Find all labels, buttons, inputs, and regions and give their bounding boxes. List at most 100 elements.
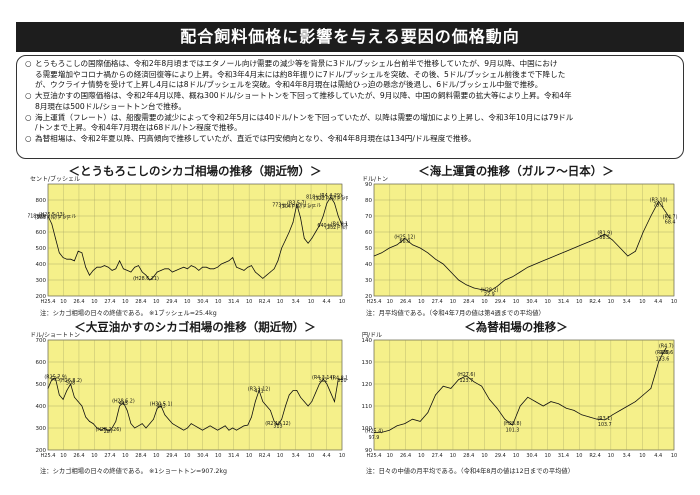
data-point	[341, 225, 343, 226]
data-point	[149, 423, 151, 424]
data-point	[307, 405, 309, 407]
data-point	[465, 375, 467, 377]
data-point	[111, 270, 113, 271]
data-point	[296, 203, 298, 205]
page-title: 配合飼料価格に影響を与える要因の価格動向	[16, 22, 684, 52]
data-point	[209, 425, 211, 427]
data-point	[442, 385, 444, 387]
data-point	[573, 247, 575, 249]
freight-unit: ドル/トン	[362, 176, 389, 183]
data-point	[519, 405, 521, 407]
data-point	[51, 223, 53, 225]
data-point	[145, 427, 147, 429]
data-point	[243, 425, 245, 427]
data-point	[277, 260, 279, 262]
annotation-label: 415	[119, 401, 128, 407]
annotation-label: (H28.2)	[480, 287, 498, 293]
x-tick-label: 30.4	[197, 453, 208, 459]
data-point	[262, 278, 264, 279]
data-point	[542, 405, 544, 407]
data-point	[627, 405, 629, 407]
data-point	[100, 266, 102, 268]
annotation-label: (H25.4)	[365, 429, 383, 435]
data-point	[92, 423, 94, 424]
data-point	[111, 427, 113, 429]
x-tick-label: 10	[339, 299, 345, 305]
data-point	[213, 268, 215, 270]
data-point	[239, 268, 241, 270]
annotation-label: (R2.10.12)	[265, 421, 291, 427]
x-tick-label: 10	[184, 453, 190, 459]
x-tick-label: 31.4	[228, 453, 239, 459]
y-tick-label: 30	[365, 278, 372, 284]
data-point	[104, 427, 105, 429]
annotation-label: (R4.3.14)	[312, 375, 334, 381]
data-point	[412, 418, 413, 420]
data-point	[126, 410, 128, 411]
data-point	[612, 414, 613, 416]
data-point	[55, 378, 56, 379]
y-tick-label: 400	[36, 262, 47, 268]
data-point	[55, 238, 56, 239]
series-line	[373, 200, 671, 292]
data-point	[465, 284, 467, 286]
y-tick-label: 800	[36, 198, 47, 204]
x-tick-label: 31.4	[558, 453, 569, 459]
x-tick-label: 10	[60, 299, 66, 305]
annotation-label: 287	[104, 429, 113, 435]
data-point	[175, 425, 177, 427]
x-tick-label: 10	[513, 299, 519, 305]
data-point	[221, 427, 222, 429]
annotation-label: 525	[51, 377, 60, 383]
bullet-mark: ○	[25, 133, 32, 143]
data-point	[326, 202, 328, 204]
x-tick-label: 4.4	[654, 299, 662, 305]
data-point	[450, 388, 452, 389]
x-tick-label: 10	[308, 299, 314, 305]
data-point	[228, 260, 230, 262]
data-point	[251, 265, 252, 266]
data-point	[427, 412, 429, 413]
data-point	[172, 423, 173, 424]
y-tick-label: 500	[36, 246, 47, 252]
data-point	[236, 429, 237, 431]
annotation-label: (H28.6.2)	[112, 399, 135, 405]
data-point	[288, 394, 290, 396]
x-tick-label: 26.4	[400, 453, 411, 459]
data-point	[145, 274, 147, 276]
data-point	[596, 418, 598, 420]
data-point	[92, 270, 94, 271]
data-point	[190, 423, 192, 424]
data-point	[81, 405, 83, 407]
data-point	[669, 218, 671, 219]
x-tick-label: 10	[277, 453, 283, 459]
plot-area	[47, 339, 343, 451]
x-tick-label: 10	[246, 453, 252, 459]
annotation-label: (R4.7)	[659, 343, 674, 349]
data-point	[315, 231, 316, 233]
y-tick-label: 600	[36, 360, 47, 366]
annotation-label: (H26.8.2)	[59, 378, 82, 384]
data-point	[285, 405, 286, 407]
x-tick-label: 10	[576, 453, 582, 459]
data-point	[419, 421, 421, 422]
x-tick-label: 10	[215, 453, 221, 459]
data-point	[273, 268, 275, 270]
data-point	[315, 392, 316, 394]
annotation-label: (H28.6.21)	[133, 276, 159, 282]
y-tick-label: 300	[36, 278, 47, 284]
y-tick-label: 200	[36, 448, 47, 454]
data-point	[126, 270, 128, 271]
data-point	[519, 271, 521, 273]
bullet-text: とうもろこしの国際価格は、令和2年8月頃まではエタノール向け需要の減少等を背景に…	[35, 59, 675, 91]
data-point	[213, 427, 215, 429]
data-point	[179, 427, 181, 429]
annotation-label: 68.4	[665, 219, 676, 225]
annotation-label: 818セント/ブッシェル	[306, 193, 348, 200]
annotation-label: (H25.5.13)	[39, 212, 65, 218]
data-point	[228, 429, 230, 431]
soymeal-chart: 200 300 400 500 600 700 H25.4 10 26.4 10 27.4 10 28.…	[36, 338, 349, 459]
x-tick-label: 27.4	[432, 299, 443, 305]
data-point	[550, 257, 552, 258]
